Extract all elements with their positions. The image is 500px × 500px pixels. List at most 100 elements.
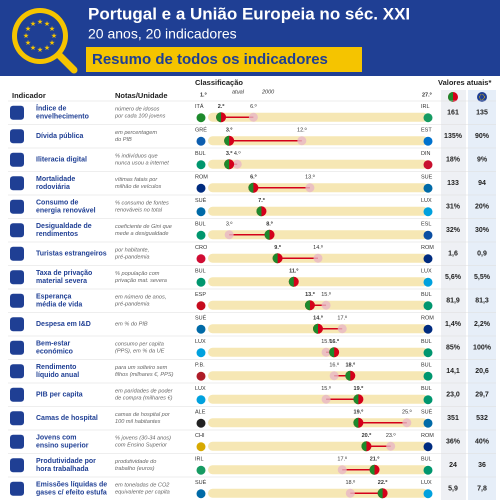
- rank-2000-label: 17.º: [337, 315, 347, 322]
- rank-now: [377, 488, 388, 499]
- svg-text:★: ★: [37, 18, 43, 26]
- svg-text:★: ★: [23, 32, 29, 40]
- rank-now-label: 19.º: [354, 386, 364, 392]
- worst-flag: [423, 254, 433, 264]
- pt-value: 161: [447, 110, 459, 117]
- worst-flag: [423, 465, 433, 475]
- eu-value: 20,6: [475, 368, 489, 375]
- rank-now: [248, 182, 259, 193]
- note: para um solteiro sem: [114, 365, 168, 371]
- rank-now-green: [313, 323, 318, 334]
- best-flag: [196, 277, 206, 287]
- eu-value: 90%: [475, 133, 490, 140]
- svg-text:★: ★: [49, 39, 55, 47]
- indicator-name: rodoviária: [36, 184, 70, 191]
- indicator-name: Índice de: [36, 104, 66, 113]
- note: com Ensino Superior: [115, 443, 168, 449]
- worst-flag: [423, 442, 433, 452]
- worst-country: ESL: [421, 222, 431, 228]
- section-box: [86, 47, 362, 72]
- note: mede a desigualdade: [115, 231, 169, 237]
- icon: [10, 152, 24, 167]
- note: pré-pandemia: [114, 255, 150, 261]
- note: coeficiente de Gini que: [115, 224, 172, 230]
- rank-2000: [337, 465, 347, 475]
- rank-now-label: 19.º: [354, 410, 364, 416]
- rank-2000: [232, 159, 242, 169]
- note: filhos (milhares €, PPS): [115, 372, 174, 378]
- icon: [10, 176, 24, 191]
- svg-text:★: ★: [51, 32, 57, 40]
- rank-now: [329, 347, 340, 358]
- svg-text:★: ★: [30, 20, 36, 28]
- eu-value: 81,3: [475, 298, 489, 305]
- rank-2000-label: 13.º: [305, 174, 315, 181]
- rank-now-label: 7.º: [258, 198, 265, 204]
- best-flag: [196, 371, 206, 381]
- pt-value: 18%: [446, 157, 461, 164]
- indicator-name: material severa: [36, 278, 87, 285]
- worst-country: ROM: [421, 316, 434, 322]
- note: em toneladas de CO2: [115, 483, 170, 489]
- rank-now-label: 16.º: [329, 339, 339, 345]
- indicator-name: Jovens com: [36, 435, 76, 442]
- best-flag: [196, 183, 206, 193]
- rank-now-green: [272, 253, 278, 264]
- note: do PIB: [115, 137, 132, 143]
- indicator-name: Camas de hospital: [36, 415, 98, 422]
- worst-flag: [423, 301, 433, 311]
- rank-now-green: [216, 112, 222, 123]
- rank-now: [224, 135, 235, 146]
- rank-2000: [345, 488, 355, 498]
- rank-2000: [313, 253, 323, 263]
- note: camas de hospital por: [115, 412, 171, 418]
- worst-country: ROM: [421, 245, 434, 251]
- icon: [10, 458, 24, 473]
- indicator-name: PIB per capita: [36, 392, 83, 399]
- indicator-name: Produtividade por: [36, 458, 96, 465]
- pt-value: 5,6%: [445, 274, 462, 281]
- worst-country: LUX: [421, 198, 432, 204]
- pt-value: 1,6: [448, 251, 458, 258]
- worst-flag: [423, 113, 433, 123]
- best-flag: [196, 418, 206, 428]
- rank-track: [208, 277, 428, 287]
- subtitle: 20 anos, 20 indicadores: [88, 26, 237, 42]
- note: privação mat. severa: [114, 278, 167, 284]
- best-country: ALE: [195, 410, 206, 416]
- logo: ★ ★★★★★★★★★★★: [12, 8, 78, 74]
- rank-2000-label: 23.º: [386, 432, 396, 439]
- rank-2000-label: 3.º: [226, 221, 233, 228]
- icon: [10, 340, 24, 355]
- pt-value: 85%: [446, 345, 461, 352]
- icon: [10, 317, 24, 332]
- eu-value: 7,8: [477, 486, 487, 493]
- rank-now-green: [361, 441, 367, 452]
- rank-now-label: 20.º: [362, 433, 372, 439]
- worst-country: BUL: [421, 457, 432, 463]
- rank-2000: [337, 324, 347, 334]
- note: consumo per capita: [115, 342, 164, 348]
- best-flag: [196, 160, 206, 170]
- eu-flag: [477, 92, 487, 102]
- best-flag: [196, 136, 206, 146]
- rank-track: [208, 371, 428, 381]
- pt-value: 81,9: [446, 298, 460, 305]
- best-country: BUL: [195, 269, 206, 275]
- worst-flag: [423, 183, 433, 193]
- scale-last: 27.º: [422, 92, 432, 98]
- rank-track: [208, 441, 428, 451]
- rank-2000-label: 14.º: [313, 244, 323, 251]
- worst-country: BUL: [421, 292, 432, 298]
- best-flag: [196, 442, 206, 452]
- rank-now-label: 3.º: [226, 128, 233, 134]
- eu-value: 29,7: [475, 392, 489, 399]
- worst-country: IRL: [421, 104, 430, 110]
- worst-country: ROM: [421, 433, 434, 439]
- rank-track: [208, 183, 428, 193]
- best-country: LUX: [195, 386, 206, 392]
- worst-flag: [423, 395, 433, 405]
- worst-country: EST: [421, 128, 432, 134]
- rank-2000: [329, 371, 339, 381]
- legend-was: 2000: [261, 89, 275, 95]
